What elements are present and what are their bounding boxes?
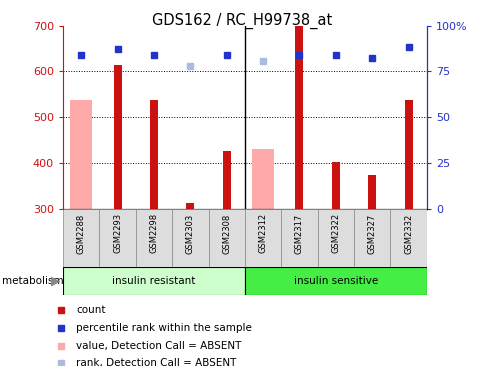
Bar — [150, 100, 158, 209]
Bar — [331, 162, 339, 209]
Text: GDS162 / RC_H99738_at: GDS162 / RC_H99738_at — [152, 13, 332, 29]
Text: GSM2298: GSM2298 — [149, 213, 158, 253]
Bar — [208, 209, 244, 267]
Text: GSM2308: GSM2308 — [222, 213, 231, 254]
Bar — [295, 26, 303, 209]
Bar — [244, 267, 426, 295]
Bar — [222, 152, 230, 209]
Text: percentile rank within the sample: percentile rank within the sample — [76, 323, 252, 333]
Text: rank, Detection Call = ABSENT: rank, Detection Call = ABSENT — [76, 358, 236, 366]
Text: metabolism: metabolism — [2, 276, 64, 286]
Bar — [63, 267, 244, 295]
Bar — [317, 209, 353, 267]
Bar — [136, 209, 172, 267]
Bar — [99, 209, 136, 267]
Text: GSM2303: GSM2303 — [185, 213, 195, 254]
Text: GSM2288: GSM2288 — [76, 213, 86, 254]
Bar — [70, 100, 92, 209]
Bar — [390, 209, 426, 267]
Text: GSM2317: GSM2317 — [294, 213, 303, 254]
Text: insulin resistant: insulin resistant — [112, 276, 195, 286]
Text: insulin sensitive: insulin sensitive — [293, 276, 377, 286]
Text: GSM2312: GSM2312 — [258, 213, 267, 253]
Bar — [186, 203, 194, 209]
Bar — [281, 209, 317, 267]
Text: count: count — [76, 306, 106, 315]
Text: GSM2293: GSM2293 — [113, 213, 122, 253]
Bar — [172, 209, 208, 267]
Bar — [252, 149, 273, 209]
Text: GSM2327: GSM2327 — [367, 213, 376, 254]
Text: ▶: ▶ — [51, 274, 60, 287]
Text: GSM2332: GSM2332 — [403, 213, 412, 254]
Bar — [113, 64, 121, 209]
Bar — [353, 209, 390, 267]
Bar — [404, 100, 412, 209]
Text: value, Detection Call = ABSENT: value, Detection Call = ABSENT — [76, 341, 241, 351]
Bar — [367, 175, 376, 209]
Bar — [63, 209, 99, 267]
Text: GSM2322: GSM2322 — [331, 213, 340, 253]
Bar — [244, 209, 281, 267]
